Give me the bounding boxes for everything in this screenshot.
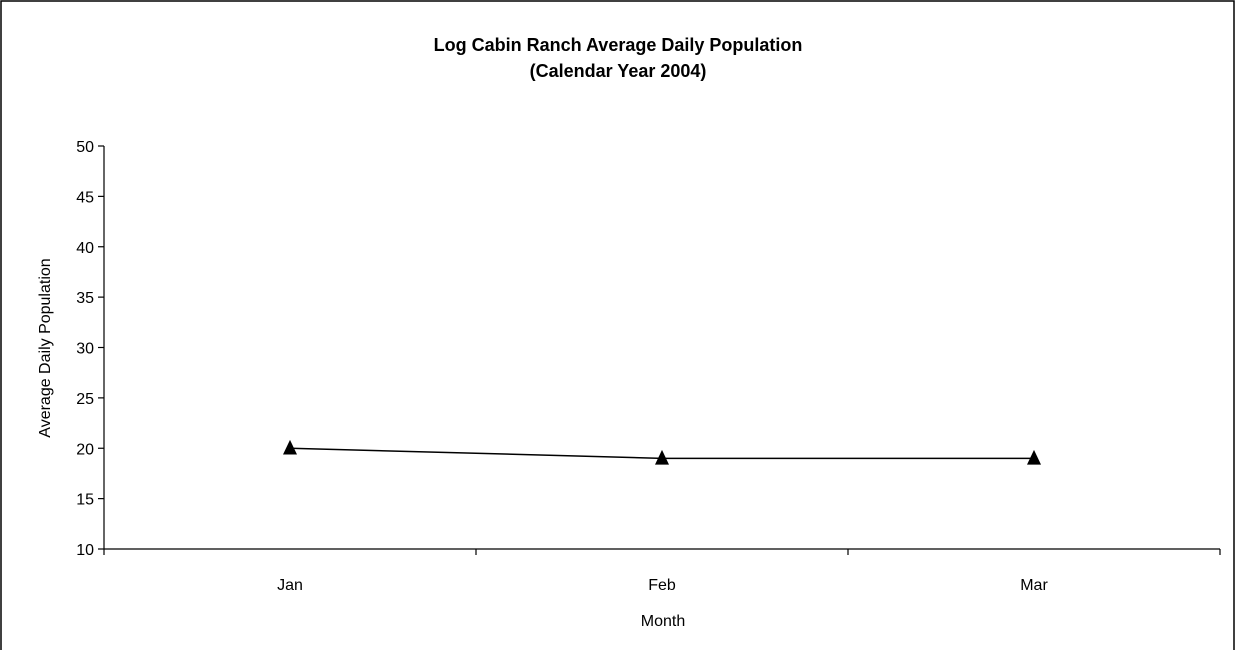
x-axis-label: Month [641, 613, 685, 630]
y-tick-label: 15 [76, 492, 94, 509]
data-point-triangle [283, 439, 297, 455]
y-tick-label: 20 [76, 441, 94, 458]
x-tick-label: Feb [648, 577, 676, 594]
y-tick-label: 35 [76, 290, 94, 307]
y-tick-label: 25 [76, 391, 94, 408]
data-point-triangle [655, 449, 669, 465]
data-point-triangle [1027, 449, 1041, 465]
y-tick-label: 30 [76, 341, 94, 358]
y-tick-label: 50 [76, 139, 94, 156]
x-tick-label: Mar [1020, 577, 1048, 594]
chart-subtitle: (Calendar Year 2004) [530, 61, 707, 81]
y-axis: 10 15 20 25 30 35 40 45 50 [76, 139, 105, 559]
y-tick-label: 45 [76, 189, 94, 206]
chart-title: Log Cabin Ranch Average Daily Population [434, 35, 803, 55]
y-axis-label: Average Daily Population [37, 258, 54, 437]
x-axis: Jan Feb Mar [103, 548, 1221, 594]
y-tick-label: 10 [76, 542, 94, 559]
series [283, 439, 1041, 465]
x-tick-label: Jan [277, 577, 303, 594]
y-tick-label: 40 [76, 240, 94, 257]
